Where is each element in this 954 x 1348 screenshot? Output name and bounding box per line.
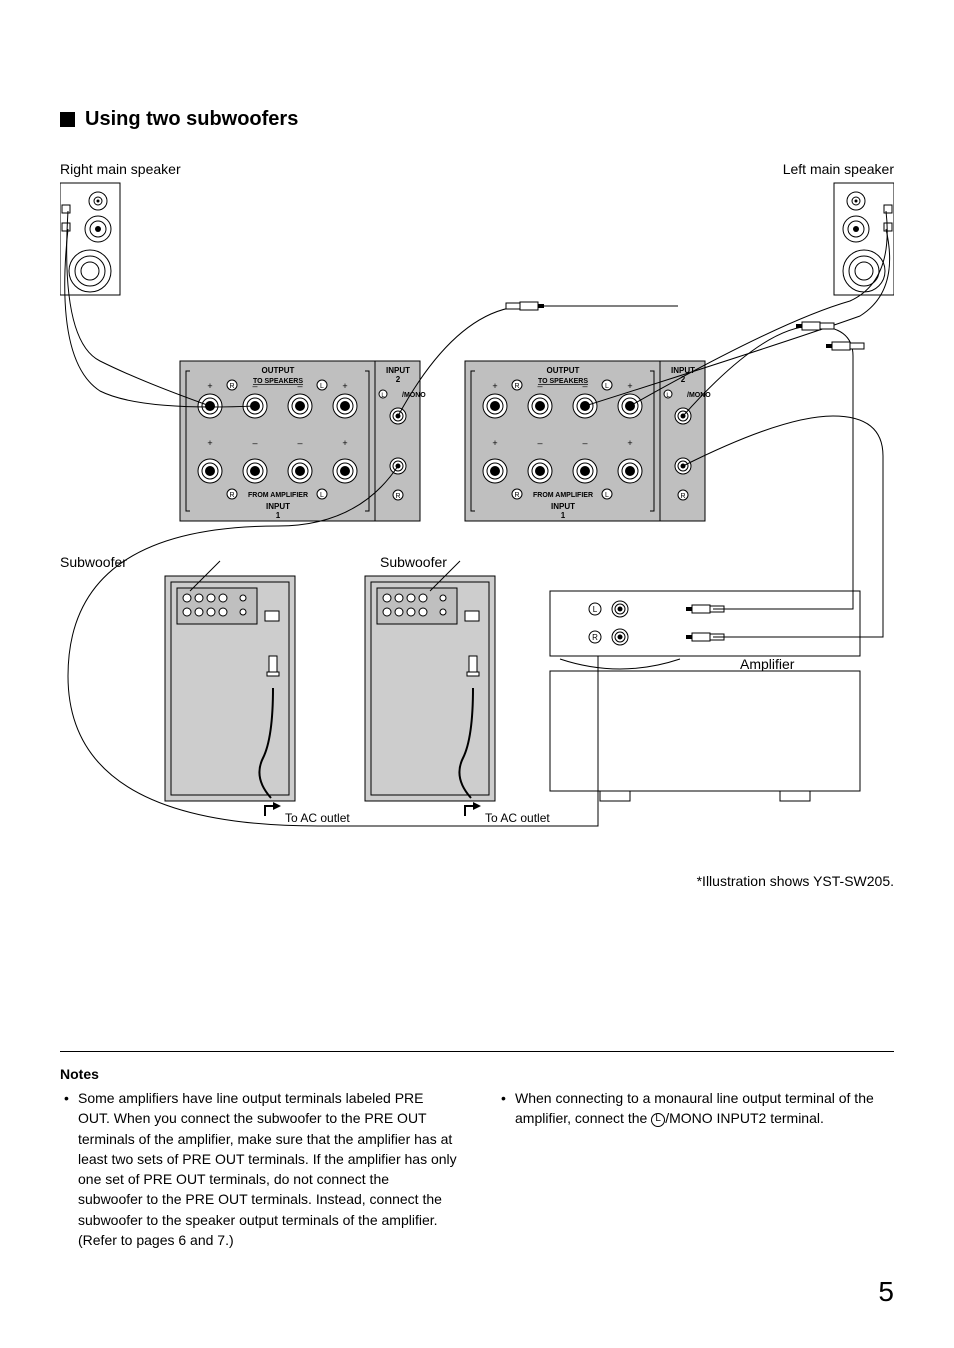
panel-left: OUTPUT TO SPEAKERS INPUT 2 + – – + R L +… bbox=[180, 361, 426, 521]
svg-text:–: – bbox=[297, 438, 302, 448]
circled-l-icon: L bbox=[651, 1113, 665, 1127]
svg-text:–: – bbox=[252, 381, 257, 391]
svg-text:–: – bbox=[582, 381, 587, 391]
svg-text:1: 1 bbox=[276, 511, 281, 520]
page-number: 5 bbox=[878, 1276, 894, 1308]
diagram-svg: OUTPUT TO SPEAKERS INPUT 2 + – – + R L +… bbox=[60, 161, 894, 851]
notes-divider bbox=[60, 1051, 894, 1052]
heading-text: Using two subwoofers bbox=[85, 108, 298, 131]
panel-right: OUTPUT TO SPEAKERS INPUT 2 + – – + R L +… bbox=[465, 361, 711, 521]
svg-text:INPUT: INPUT bbox=[266, 502, 290, 511]
svg-text:+: + bbox=[492, 381, 497, 391]
svg-text:FROM AMPLIFIER: FROM AMPLIFIER bbox=[248, 492, 308, 499]
svg-text:FROM AMPLIFIER: FROM AMPLIFIER bbox=[533, 492, 593, 499]
svg-text:+: + bbox=[342, 381, 347, 391]
sub-right bbox=[365, 576, 495, 801]
svg-text:–: – bbox=[537, 438, 542, 448]
svg-text:+: + bbox=[492, 438, 497, 448]
section-heading: Using two subwoofers bbox=[60, 108, 894, 131]
diagram: Right main speaker Left main speaker Sub… bbox=[60, 161, 894, 851]
svg-text:+: + bbox=[627, 438, 632, 448]
svg-text:R: R bbox=[395, 493, 400, 500]
note-item: Some amplifiers have line output termina… bbox=[60, 1088, 457, 1250]
svg-text:OUTPUT: OUTPUT bbox=[262, 366, 295, 375]
svg-text:–: – bbox=[582, 438, 587, 448]
svg-text:2: 2 bbox=[396, 375, 401, 384]
notes-columns: Some amplifiers have line output termina… bbox=[60, 1088, 894, 1258]
svg-text:INPUT: INPUT bbox=[386, 366, 410, 375]
svg-text:–: – bbox=[297, 381, 302, 391]
svg-text:1: 1 bbox=[561, 511, 566, 520]
svg-text:L: L bbox=[320, 383, 324, 390]
svg-text:R: R bbox=[514, 492, 519, 499]
svg-text:INPUT: INPUT bbox=[671, 366, 695, 375]
svg-text:L: L bbox=[593, 605, 598, 614]
svg-text:–: – bbox=[252, 438, 257, 448]
svg-text:R: R bbox=[229, 492, 234, 499]
diagram-caption: *Illustration shows YST-SW205. bbox=[697, 873, 894, 889]
svg-text:R: R bbox=[514, 383, 519, 390]
svg-text:L: L bbox=[605, 492, 609, 499]
notes-heading: Notes bbox=[60, 1066, 894, 1082]
svg-text:L: L bbox=[605, 383, 609, 390]
svg-text:/MONO: /MONO bbox=[402, 392, 426, 399]
note-item: When connecting to a monaural line outpu… bbox=[497, 1088, 894, 1129]
bullet-icon bbox=[60, 112, 75, 127]
svg-text:TO SPEAKERS: TO SPEAKERS bbox=[538, 378, 588, 385]
svg-text:OUTPUT: OUTPUT bbox=[547, 366, 580, 375]
svg-text:–: – bbox=[537, 381, 542, 391]
svg-text:+: + bbox=[207, 438, 212, 448]
amplifier: L R bbox=[550, 591, 860, 801]
svg-text:R: R bbox=[592, 633, 598, 642]
svg-text:+: + bbox=[627, 381, 632, 391]
svg-text:TO SPEAKERS: TO SPEAKERS bbox=[253, 378, 303, 385]
svg-text:L: L bbox=[320, 492, 324, 499]
svg-text:R: R bbox=[229, 383, 234, 390]
svg-text:R: R bbox=[680, 493, 685, 500]
svg-text:INPUT: INPUT bbox=[551, 502, 575, 511]
svg-text:+: + bbox=[342, 438, 347, 448]
svg-text:+: + bbox=[207, 381, 212, 391]
sub-left bbox=[165, 576, 295, 801]
